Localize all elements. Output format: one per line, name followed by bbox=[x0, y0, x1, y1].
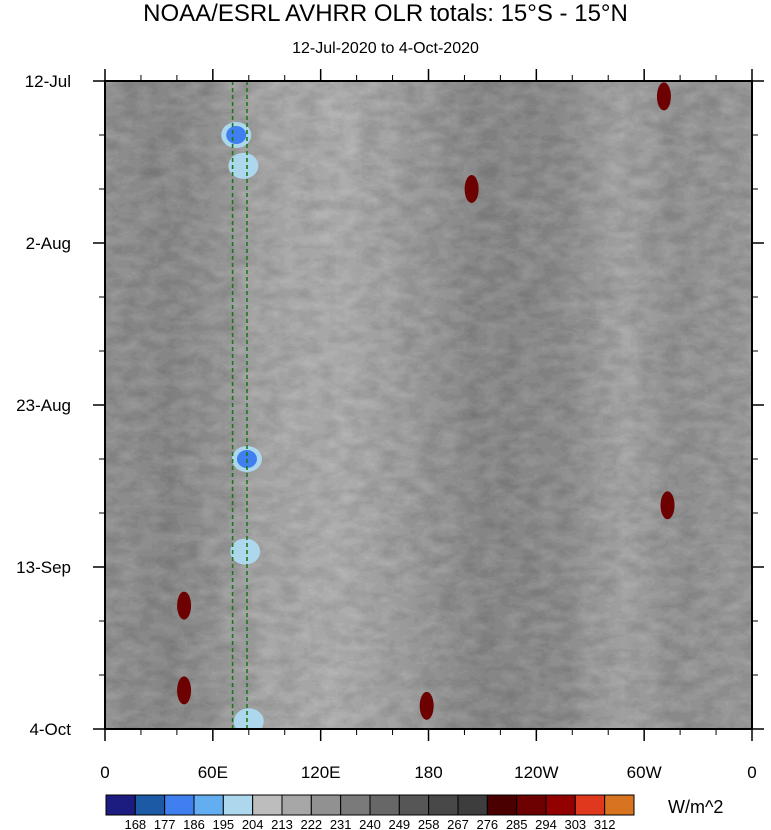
colorbar-label: 267 bbox=[447, 817, 469, 830]
colorbar-swatch bbox=[222, 794, 254, 816]
colorbar-label: 213 bbox=[271, 817, 293, 830]
x-tick-label: 180 bbox=[414, 763, 442, 782]
colorbar-label: 177 bbox=[154, 817, 176, 830]
colorbar-swatch bbox=[604, 794, 635, 816]
colorbar-label: 168 bbox=[124, 817, 146, 830]
features-layer bbox=[177, 82, 675, 729]
colorbar-swatch bbox=[486, 794, 518, 816]
olr-feature bbox=[177, 591, 192, 620]
x-tick-label: 60E bbox=[198, 763, 228, 782]
colorbar-swatch bbox=[281, 794, 312, 816]
colorbar-swatch bbox=[340, 794, 371, 816]
colorbar-swatch bbox=[193, 794, 224, 816]
olr-feature bbox=[419, 691, 434, 720]
x-tick-label: 0 bbox=[747, 763, 756, 782]
olr-feature bbox=[177, 676, 192, 705]
x-tick-label: 120W bbox=[514, 763, 558, 782]
colorbar-swatch bbox=[545, 794, 576, 816]
x-tick-label: 120E bbox=[301, 763, 341, 782]
colorbar-label: 294 bbox=[535, 817, 557, 830]
y-tick-label: 23-Aug bbox=[16, 396, 71, 415]
y-axis: 12-Jul 2-Aug 23-Aug 13-Sep 4-Oct bbox=[16, 72, 764, 739]
y-tick-label: 13-Sep bbox=[16, 558, 71, 577]
y-tick-label: 12-Jul bbox=[25, 72, 71, 91]
colorbar-label: 249 bbox=[388, 817, 410, 830]
colorbar-swatch bbox=[134, 794, 166, 816]
chart-title: NOAA/ESRL AVHRR OLR totals: 15°S - 15°N bbox=[143, 0, 628, 27]
y-tick-label: 2-Aug bbox=[26, 234, 71, 253]
colorbar: 168 177 186 195 204 213 222 231 240 249 258 267 276 2… bbox=[105, 794, 635, 830]
colorbar-label: 222 bbox=[300, 817, 322, 830]
colorbar-swatch bbox=[164, 794, 195, 816]
x-tick-label: 0 bbox=[100, 763, 109, 782]
colorbar-swatch bbox=[574, 794, 606, 816]
colorbar-swatch bbox=[457, 794, 488, 816]
y-tick-label: 4-Oct bbox=[29, 720, 71, 739]
colorbar-label: 258 bbox=[418, 817, 440, 830]
colorbar-swatch bbox=[105, 794, 136, 816]
colorbar-swatch bbox=[252, 794, 283, 816]
olr-feature bbox=[464, 175, 479, 203]
colorbar-swatch bbox=[516, 794, 547, 816]
colorbar-label: 186 bbox=[183, 817, 205, 830]
colorbar-swatch bbox=[310, 794, 342, 816]
colorbar-swatch bbox=[369, 794, 400, 816]
x-tick-label: 60W bbox=[627, 763, 662, 782]
reference-lines bbox=[231, 81, 248, 729]
olr-feature bbox=[656, 82, 671, 111]
colorbar-label: 195 bbox=[212, 817, 234, 830]
colorbar-label: 240 bbox=[359, 817, 381, 830]
colorbar-swatch bbox=[398, 794, 430, 816]
olr-feature bbox=[238, 712, 259, 729]
colorbar-label: 231 bbox=[330, 817, 352, 830]
colorbar-units: W/m^2 bbox=[668, 797, 724, 817]
chart-subtitle: 12-Jul-2020 to 4-Oct-2020 bbox=[292, 40, 479, 57]
olr-feature bbox=[233, 156, 254, 175]
olr-feature bbox=[235, 542, 256, 561]
plot-area bbox=[105, 81, 752, 729]
colorbar-label: 285 bbox=[506, 817, 528, 830]
olr-field-texture bbox=[105, 81, 752, 729]
colorbar-label: 303 bbox=[564, 817, 586, 830]
colorbar-label: 312 bbox=[594, 817, 616, 830]
olr-feature bbox=[226, 126, 247, 144]
colorbar-swatch bbox=[428, 794, 459, 816]
olr-feature bbox=[660, 491, 675, 520]
x-axis: 0 60E 120E 180 120W 60W 0 bbox=[100, 69, 757, 782]
colorbar-label: 276 bbox=[476, 817, 498, 830]
colorbar-label: 204 bbox=[242, 817, 264, 830]
